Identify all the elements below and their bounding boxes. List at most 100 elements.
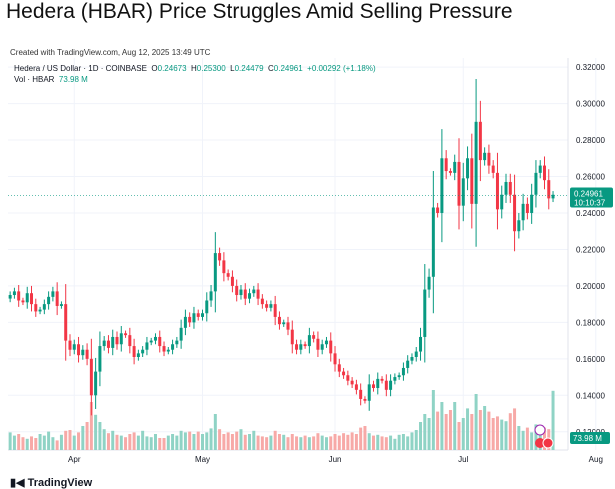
candle-body[interactable] <box>252 289 256 294</box>
candle-body[interactable] <box>102 340 106 347</box>
candle-body[interactable] <box>260 298 264 305</box>
candle-body[interactable] <box>277 316 281 325</box>
candle-body[interactable] <box>354 384 358 390</box>
candle-body[interactable] <box>213 253 217 292</box>
candle-body[interactable] <box>491 165 495 173</box>
candle-body[interactable] <box>470 158 474 204</box>
candle-body[interactable] <box>431 207 435 277</box>
candle-body[interactable] <box>25 293 29 303</box>
candle-body[interactable] <box>307 335 311 347</box>
last-price-badge[interactable] <box>570 187 613 208</box>
candle-body[interactable] <box>77 344 81 356</box>
candle-body[interactable] <box>530 194 534 213</box>
candle-body[interactable] <box>389 380 393 390</box>
candle-body[interactable] <box>419 336 423 352</box>
candle-body[interactable] <box>119 333 123 345</box>
candle-body[interactable] <box>162 346 166 352</box>
price-chart[interactable]: 0.32000 0.30000 0.28000 0.26000 0.24000 0.220… <box>8 58 615 484</box>
candle-body[interactable] <box>239 289 243 296</box>
candle-body[interactable] <box>235 285 239 296</box>
candle-body[interactable] <box>397 375 401 378</box>
candle-body[interactable] <box>525 203 529 213</box>
candle-body[interactable] <box>504 181 508 195</box>
candle-body[interactable] <box>59 304 63 306</box>
candle-body[interactable] <box>427 276 431 290</box>
candle-body[interactable] <box>538 165 542 173</box>
candle-body[interactable] <box>436 207 440 213</box>
candle-body[interactable] <box>188 316 192 323</box>
candle-body[interactable] <box>410 357 414 361</box>
candle-body[interactable] <box>542 165 546 181</box>
candle-body[interactable] <box>196 313 200 317</box>
candle-body[interactable] <box>483 152 487 161</box>
candle-body[interactable] <box>534 172 538 195</box>
candle-body[interactable] <box>175 340 179 345</box>
candle-body[interactable] <box>384 380 388 390</box>
us-flag-event-icon[interactable] <box>535 438 545 448</box>
candle-body[interactable] <box>406 360 410 368</box>
candle-body[interactable] <box>547 180 551 199</box>
candle-body[interactable] <box>440 158 444 213</box>
candle-body[interactable] <box>342 371 346 376</box>
candle-body[interactable] <box>337 364 341 372</box>
volume-label[interactable]: Vol · HBAR <box>14 75 55 84</box>
candle-body[interactable] <box>8 295 12 299</box>
candle-body[interactable] <box>363 398 367 401</box>
candle-body[interactable] <box>81 349 85 356</box>
candle-body[interactable] <box>359 389 363 399</box>
candle-body[interactable] <box>111 336 115 348</box>
candle-body[interactable] <box>312 335 316 339</box>
symbol-label[interactable]: Hedera / US Dollar · 1D · COINBASE <box>14 64 147 73</box>
candle-body[interactable] <box>98 346 102 372</box>
candle-body[interactable] <box>290 329 294 345</box>
candle-body[interactable] <box>286 322 290 330</box>
candle-body[interactable] <box>380 378 384 381</box>
candle-body[interactable] <box>149 340 153 343</box>
tradingview-logo[interactable]: ▮◀ TradingView <box>10 476 92 489</box>
candle-body[interactable] <box>141 349 145 354</box>
candle-body[interactable] <box>34 304 38 312</box>
us-flag-event-icon[interactable] <box>542 437 554 449</box>
candle-body[interactable] <box>517 220 521 232</box>
candle-body[interactable] <box>128 335 132 347</box>
candle-body[interactable] <box>324 340 328 345</box>
candle-body[interactable] <box>273 304 277 317</box>
candle-body[interactable] <box>64 304 68 341</box>
candle-body[interactable] <box>303 344 307 347</box>
candle-body[interactable] <box>243 289 247 299</box>
candle-body[interactable] <box>179 327 183 341</box>
candle-body[interactable] <box>192 313 196 323</box>
candle-body[interactable] <box>145 342 149 350</box>
candle-body[interactable] <box>256 289 260 299</box>
candle-body[interactable] <box>551 194 555 199</box>
candle-body[interactable] <box>55 291 59 306</box>
candle-body[interactable] <box>269 304 273 308</box>
candle-body[interactable] <box>500 194 504 210</box>
candle-body[interactable] <box>124 333 128 336</box>
candle-body[interactable] <box>299 344 303 350</box>
candle-body[interactable] <box>218 253 222 261</box>
candle-body[interactable] <box>367 384 371 401</box>
candle-body[interactable] <box>248 293 252 299</box>
candle-body[interactable] <box>30 293 34 305</box>
candle-body[interactable] <box>295 344 299 350</box>
candle-body[interactable] <box>132 346 136 358</box>
candle-body[interactable] <box>457 161 461 206</box>
candle-body[interactable] <box>21 300 25 303</box>
candle-body[interactable] <box>376 378 380 389</box>
candle-body[interactable] <box>136 353 140 358</box>
candle-body[interactable] <box>453 161 457 173</box>
candle-body[interactable] <box>12 291 16 296</box>
candle-body[interactable] <box>350 380 354 385</box>
candle-body[interactable] <box>201 313 204 317</box>
candle-body[interactable] <box>226 273 230 277</box>
candle-body[interactable] <box>17 291 21 301</box>
candle-body[interactable] <box>51 291 55 297</box>
candle-body[interactable] <box>282 322 286 325</box>
candle-body[interactable] <box>230 276 234 286</box>
candle-body[interactable] <box>329 340 333 354</box>
candle-body[interactable] <box>42 304 46 310</box>
candle-body[interactable] <box>94 371 98 396</box>
candle-body[interactable] <box>68 340 72 350</box>
candle-body[interactable] <box>521 203 525 221</box>
